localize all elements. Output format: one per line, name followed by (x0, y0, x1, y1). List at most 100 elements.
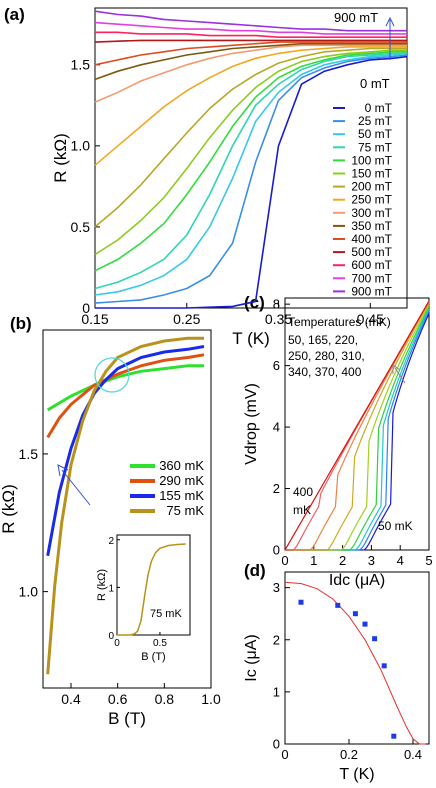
inset-frame (116, 534, 191, 636)
x-tick-label: 0.2 (340, 747, 358, 762)
legend-label: 350 mT (351, 219, 392, 233)
x-tick-label: 3 (368, 553, 375, 568)
inset-x-tick-label: 0 (114, 638, 120, 649)
temps-title: Temperatures (mK) (288, 315, 391, 329)
y-tick-label: 0 (273, 737, 280, 752)
panel-a: 0.15 0.25 0.35 0.45 0 0.5 1.0 1.5 T (K) R (kΩ) 0 m… (51, 7, 408, 348)
x-tick-label: 0.35 (265, 311, 292, 327)
panel-c: 0 1 2 3 4 5 0 2 4 6 8 Idc (μA) Vdrop (mV) Temperature… (243, 297, 433, 589)
y-tick-label: 1.0 (19, 584, 39, 600)
crossing-circle (94, 357, 130, 393)
y-axis-label: R (kΩ) (0, 484, 18, 534)
panel-d: 0 0.2 0.4 0 1 2 3 T (K) Ic (μA) (243, 571, 430, 783)
legend-label: 360 mK (159, 458, 204, 473)
x-tick-label: 0.45 (357, 311, 384, 327)
series-line (46, 345, 205, 557)
series-line (46, 353, 205, 439)
legend-label: 700 mT (351, 271, 392, 285)
y-tick-label: 0 (273, 543, 280, 558)
series-line (94, 52, 407, 290)
y-tick-label: 0 (82, 300, 90, 316)
label-400: 400 (293, 485, 313, 499)
data-point (352, 611, 358, 617)
temperature-arrow-head (392, 364, 401, 374)
series-line (94, 44, 407, 103)
panel-label-a: (a) (4, 5, 25, 24)
series-line (94, 41, 407, 66)
series-line (94, 54, 408, 304)
legend-label: 25 mT (358, 114, 393, 128)
series-line (94, 51, 407, 272)
x-tick-label: 0.4 (61, 691, 81, 707)
legend-label: 200 mT (351, 180, 392, 194)
x-tick-label: 0 (281, 747, 288, 762)
inset-y-axis-label: R (kΩ) (96, 569, 108, 601)
legend-label: 50 mT (358, 127, 393, 141)
data-point (335, 602, 341, 608)
x-tick-label: 5 (425, 553, 432, 568)
x-axis-label: B (T) (108, 709, 146, 728)
y-axis-label: Vdrop (mV) (243, 383, 260, 465)
y-tick-label: 0.5 (71, 219, 91, 235)
fit-curve (284, 581, 426, 745)
inset-y-tick-label: 1 (108, 583, 114, 594)
y-tick-label: 1.0 (71, 138, 91, 154)
series-line (94, 39, 407, 43)
legend-label: 150 mT (351, 167, 392, 181)
temps-line-1: 50, 165, 220, (288, 333, 358, 347)
inset-y-tick-label: 0 (108, 631, 114, 642)
series-line (46, 336, 204, 675)
y-tick-label: 2 (273, 632, 280, 647)
x-axis-label: Idc (μA) (329, 572, 385, 589)
plot-frame (94, 7, 408, 309)
y-tick-label: 1.5 (71, 57, 91, 73)
series-line (94, 46, 407, 166)
legend-label: 400 mT (351, 232, 392, 246)
series-line (94, 49, 407, 256)
x-tick-label: 1.0 (201, 691, 221, 707)
x-tick-label: 0.25 (173, 311, 200, 327)
label-50mk: 50 mK (378, 519, 413, 533)
temps-line-3: 340, 370, 400 (288, 365, 362, 379)
panel-label-b: (b) (10, 314, 32, 333)
data-point (362, 621, 368, 627)
inset-label: 75 mK (150, 608, 182, 620)
inset-y-tick-label: 2 (108, 536, 114, 547)
x-tick-label: 0.15 (81, 311, 108, 327)
y-tick-label: 3 (273, 580, 280, 595)
x-tick-label: 0.8 (155, 691, 175, 707)
x-tick-label: 1 (310, 553, 317, 568)
series-line (94, 52, 408, 296)
legend-label: 75 mK (166, 503, 204, 518)
legend-label: 75 mT (358, 140, 393, 154)
y-tick-label: 8 (273, 297, 280, 312)
temperature-arrow (394, 367, 406, 384)
temperature-arrow (61, 469, 91, 506)
legend-label: 900 mT (351, 284, 392, 298)
data-point (381, 663, 387, 669)
temperature-arrow-head (57, 464, 69, 477)
series-line (95, 31, 407, 38)
annotation-top: 900 mT (334, 10, 378, 25)
label-400-unit: mK (293, 503, 311, 517)
x-tick-label: 2 (339, 553, 346, 568)
legend-label: 500 mT (351, 245, 392, 259)
y-tick-label: 4 (273, 420, 280, 435)
annotation-bottom: 0 mT (360, 76, 390, 91)
series-line (94, 10, 407, 32)
series-line (284, 300, 430, 551)
legend-label: 250 mT (351, 193, 392, 207)
data-point (391, 733, 397, 739)
x-axis-label: T (K) (232, 329, 269, 348)
inset-series-line (117, 543, 186, 636)
panel-label-d: (d) (244, 561, 266, 580)
legend-label: 100 mT (351, 153, 392, 167)
x-tick-label: 4 (397, 553, 404, 568)
inset-x-tick-label: 0.5 (153, 638, 167, 649)
legend-label: 600 mT (351, 258, 392, 272)
series-line (94, 21, 407, 35)
plot-frame (284, 571, 430, 745)
y-tick-label: 1 (273, 684, 280, 699)
